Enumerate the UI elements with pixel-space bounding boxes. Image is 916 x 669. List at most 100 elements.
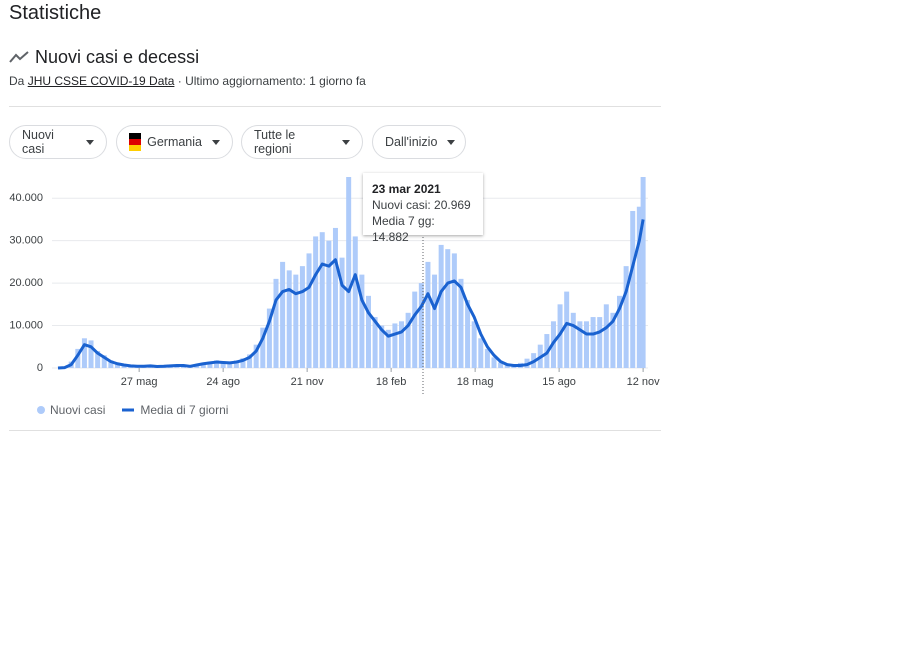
source-line: Da JHU CSSE COVID-19 Data · Ultimo aggio… bbox=[9, 74, 366, 88]
bar bbox=[458, 278, 464, 368]
chip-label: Nuovi casi bbox=[22, 128, 54, 156]
bar bbox=[465, 300, 471, 368]
bar bbox=[432, 274, 438, 368]
bar bbox=[385, 329, 391, 368]
bar bbox=[623, 266, 629, 368]
bar bbox=[313, 236, 319, 368]
page-title: Statistiche bbox=[9, 2, 102, 24]
divider bbox=[9, 106, 661, 107]
bar bbox=[603, 304, 609, 368]
bar bbox=[293, 274, 299, 368]
filter-chip[interactable]: Tutte le regioni bbox=[241, 125, 363, 159]
bar bbox=[451, 253, 457, 368]
bar bbox=[597, 317, 603, 368]
bar bbox=[326, 240, 332, 368]
bar bbox=[207, 361, 213, 368]
bar bbox=[630, 210, 636, 368]
x-tick-label: 21 nov bbox=[291, 376, 325, 388]
bar bbox=[306, 253, 312, 368]
legend: Nuovi casi Media di 7 giorni bbox=[36, 403, 228, 417]
source-suffix: · Ultimo aggiornamento: 1 giorno fa bbox=[177, 74, 366, 88]
tooltip-line: Nuovi casi: 20.969 bbox=[372, 198, 471, 212]
y-tick-label: 0 bbox=[37, 362, 43, 374]
bar bbox=[339, 257, 345, 368]
bar bbox=[484, 348, 490, 368]
bar bbox=[583, 321, 589, 368]
x-tick-label: 18 mag bbox=[457, 376, 494, 388]
bar bbox=[346, 177, 352, 368]
x-tick-label: 24 ago bbox=[206, 376, 240, 388]
section-title: Nuovi casi e decessi bbox=[35, 47, 200, 67]
bar bbox=[101, 355, 107, 368]
bar bbox=[445, 249, 451, 368]
filter-chip[interactable]: Germania bbox=[116, 125, 233, 159]
legend-swatch bbox=[37, 406, 45, 414]
y-tick-label: 30.000 bbox=[9, 235, 43, 247]
tooltip: 23 mar 2021 Nuovi casi: 20.969 Media 7 g… bbox=[363, 173, 483, 244]
bar bbox=[438, 244, 444, 368]
flag-icon bbox=[129, 133, 142, 151]
filter-chip[interactable]: Dall'inizio bbox=[372, 125, 466, 159]
bar bbox=[95, 351, 101, 368]
bar bbox=[564, 291, 570, 368]
filter-chip[interactable]: Nuovi casi bbox=[9, 125, 107, 159]
x-tick-label: 15 ago bbox=[542, 376, 576, 388]
bar bbox=[610, 312, 616, 368]
bar bbox=[365, 295, 371, 368]
x-tick-label: 12 nov bbox=[627, 376, 660, 388]
bar bbox=[214, 360, 220, 368]
legend-label: Media di 7 giorni bbox=[140, 403, 229, 417]
bar bbox=[590, 317, 596, 368]
divider bbox=[9, 430, 661, 431]
y-tick-label: 40.000 bbox=[9, 192, 43, 204]
bar bbox=[75, 348, 81, 368]
x-tick-label: 27 mag bbox=[121, 376, 158, 388]
legend-swatch bbox=[122, 408, 135, 412]
bar bbox=[372, 317, 378, 368]
bar bbox=[399, 321, 405, 368]
line bbox=[57, 219, 645, 370]
bar bbox=[299, 266, 305, 368]
bar bbox=[471, 321, 477, 368]
bar bbox=[412, 291, 418, 368]
bar bbox=[570, 312, 576, 368]
x-tick-label: 18 feb bbox=[376, 376, 407, 388]
bar bbox=[425, 261, 431, 368]
bar bbox=[332, 227, 338, 368]
y-tick-label: 20.000 bbox=[9, 277, 43, 289]
bar bbox=[81, 338, 87, 368]
bar bbox=[352, 236, 358, 368]
bar bbox=[640, 177, 646, 368]
source-prefix: Da bbox=[9, 74, 25, 88]
bar bbox=[491, 357, 497, 368]
bar bbox=[253, 344, 259, 368]
bar bbox=[405, 312, 411, 368]
bar bbox=[227, 361, 233, 368]
tooltip-line: Media 7 gg: 14.882 bbox=[372, 214, 435, 244]
chart: 0 10.000 20.000 30.000 40.000 27 mag 24 ago 21 … bbox=[9, 177, 660, 396]
bar bbox=[114, 362, 120, 368]
bar bbox=[247, 354, 253, 368]
bar bbox=[359, 274, 365, 368]
bar bbox=[273, 278, 279, 368]
bar bbox=[577, 321, 583, 368]
chip-label: Tutte le regioni bbox=[254, 128, 296, 156]
bar bbox=[88, 340, 94, 368]
source-link[interactable]: JHU CSSE COVID-19 Data bbox=[27, 74, 175, 88]
bar bbox=[220, 361, 226, 368]
legend-label: Nuovi casi bbox=[50, 403, 106, 417]
bar bbox=[418, 283, 424, 368]
bar bbox=[280, 261, 286, 368]
bar bbox=[379, 325, 385, 368]
bar bbox=[617, 295, 623, 368]
chip-label: Dall'inizio bbox=[385, 135, 438, 149]
bar bbox=[240, 358, 246, 368]
bar bbox=[392, 323, 398, 368]
bar bbox=[286, 270, 292, 368]
chip-label: Germania bbox=[147, 135, 202, 149]
bar bbox=[478, 338, 484, 368]
tooltip-date: 23 mar 2021 bbox=[372, 182, 441, 196]
bar bbox=[498, 362, 504, 368]
bar bbox=[108, 360, 114, 368]
